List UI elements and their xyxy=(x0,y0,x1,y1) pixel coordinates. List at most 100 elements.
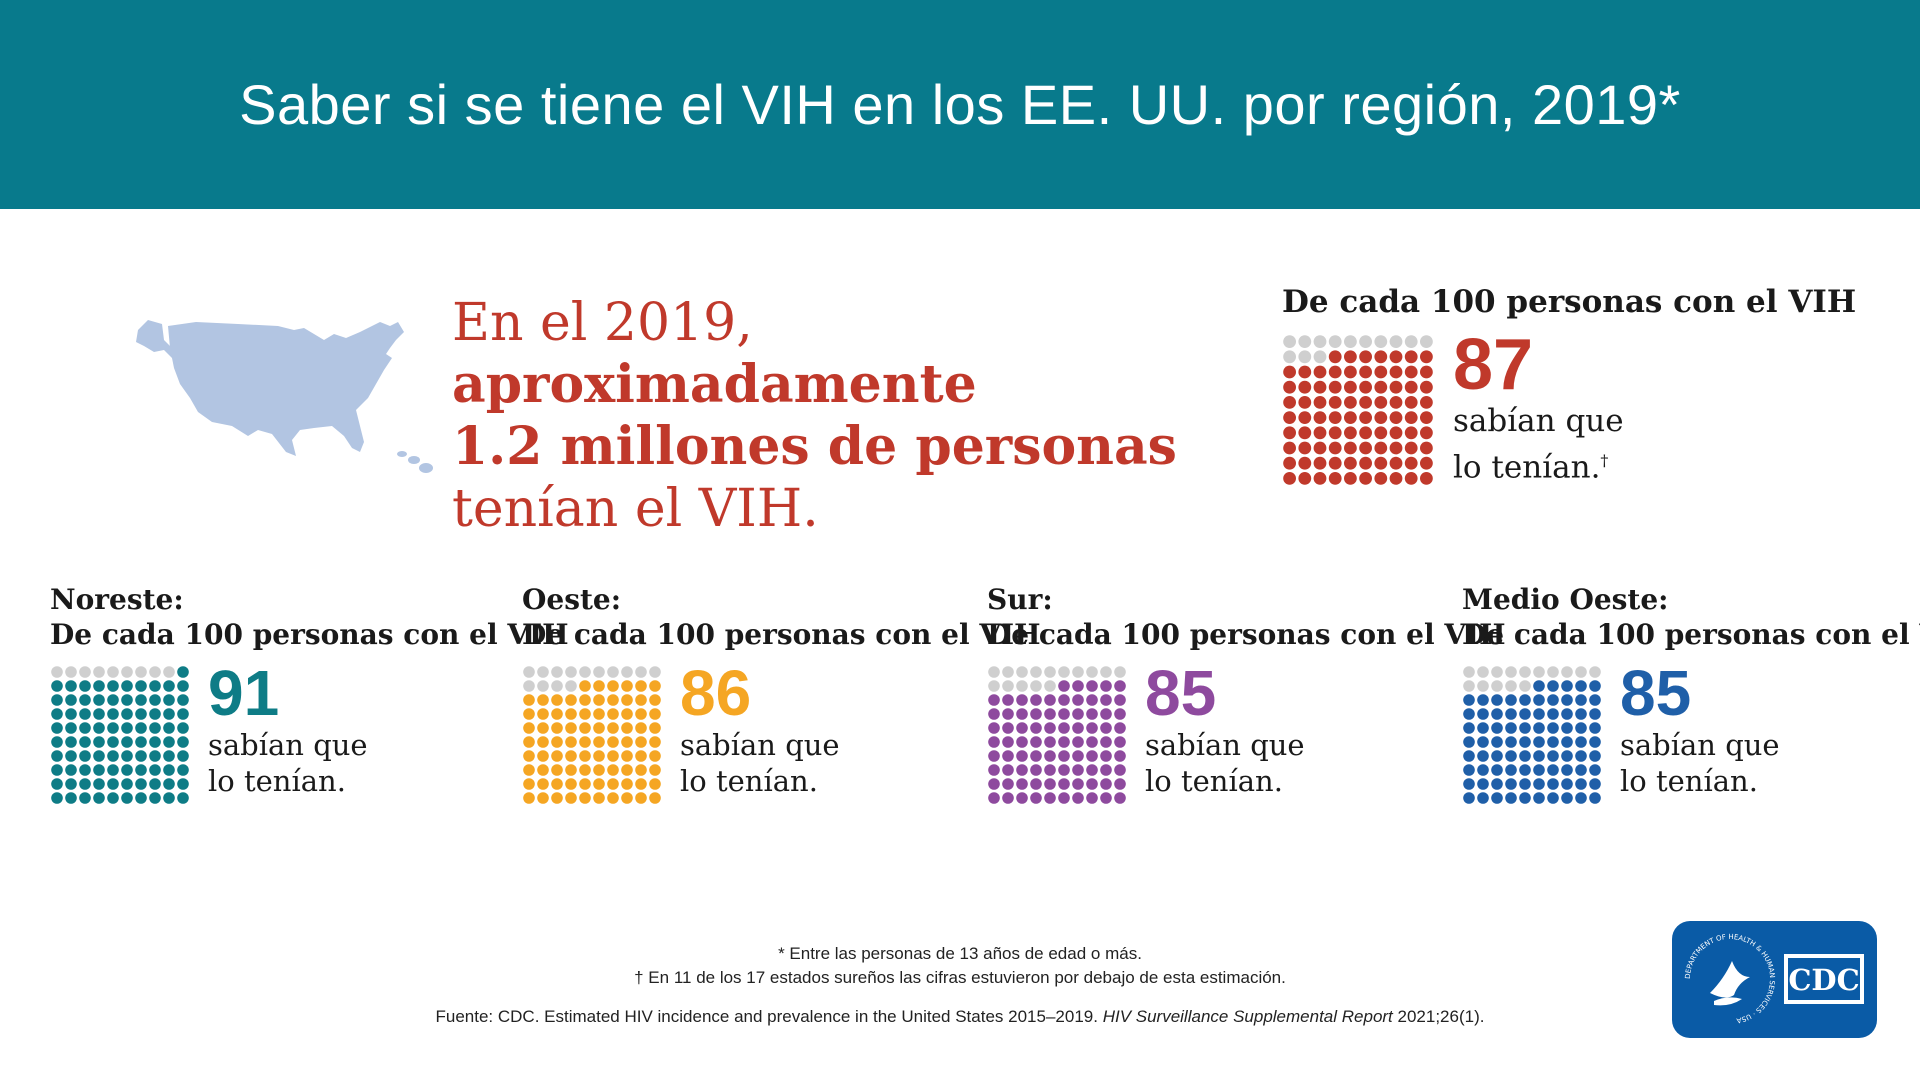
dot-filled xyxy=(51,736,63,748)
dot-filled xyxy=(1359,472,1372,485)
dot-filled xyxy=(79,722,91,734)
source-suffix: 2021;26(1). xyxy=(1392,1007,1485,1026)
dot-filled xyxy=(1030,736,1042,748)
dot-filled xyxy=(621,680,633,692)
dot-filled xyxy=(1463,722,1475,734)
footnotes: * Entre las personas de 13 años de edad … xyxy=(0,942,1920,990)
dot-unfilled xyxy=(1519,680,1531,692)
dot-unfilled xyxy=(1058,666,1070,678)
dot-filled xyxy=(1389,396,1403,409)
dot-filled xyxy=(177,722,189,734)
dot-filled xyxy=(1359,411,1372,424)
dot-filled xyxy=(988,708,1000,720)
dot-unfilled xyxy=(593,666,605,678)
stat-text-line1: sabían que xyxy=(1145,728,1305,762)
dot-unfilled xyxy=(649,666,661,678)
dot-filled xyxy=(523,764,535,776)
dot-filled xyxy=(177,666,189,678)
dot-filled xyxy=(149,722,161,734)
dot-filled xyxy=(1491,750,1503,762)
dot-filled xyxy=(135,736,147,748)
dot-filled xyxy=(1072,778,1084,790)
dot-filled xyxy=(1344,441,1357,455)
dot-filled xyxy=(1114,736,1126,748)
stat-text-line1: sabían que xyxy=(1453,403,1624,439)
dot-filled xyxy=(149,708,161,720)
dot-filled xyxy=(135,750,147,762)
stat-value: 85 xyxy=(1145,657,1217,729)
dot-filled xyxy=(1016,694,1028,706)
dot-filled xyxy=(1344,472,1357,485)
dot-unfilled xyxy=(1491,680,1503,692)
dot-filled xyxy=(107,708,119,720)
dot-filled xyxy=(1072,694,1084,706)
dot-filled xyxy=(621,764,633,776)
dot-filled xyxy=(1533,680,1545,692)
dot-filled xyxy=(1519,722,1531,734)
dot-filled xyxy=(1359,365,1372,379)
dot-filled xyxy=(1016,778,1028,790)
dot-unfilled xyxy=(121,666,133,678)
dot-filled xyxy=(149,778,161,790)
dot-filled xyxy=(51,708,63,720)
dot-filled xyxy=(1086,708,1098,720)
dot-filled xyxy=(537,750,549,762)
dot-filled xyxy=(135,778,147,790)
dot-filled xyxy=(523,708,535,720)
dot-filled xyxy=(1283,411,1296,424)
dot-filled xyxy=(1086,750,1098,762)
dot-unfilled xyxy=(1328,335,1342,348)
stat-caption: De cada 100 personas con el VIH xyxy=(987,618,1506,651)
dot-filled xyxy=(551,750,563,762)
dot-filled xyxy=(649,722,661,734)
dot-filled xyxy=(1404,365,1418,379)
dot-filled xyxy=(177,750,189,762)
dot-filled xyxy=(579,694,591,706)
dot-filled xyxy=(988,736,1000,748)
dot-filled xyxy=(1505,722,1517,734)
dot-unfilled xyxy=(107,666,119,678)
dot-filled xyxy=(565,736,577,748)
dot-filled xyxy=(1389,380,1403,394)
dot-filled xyxy=(1463,694,1475,706)
dot-filled xyxy=(649,680,661,692)
dot-filled xyxy=(1463,778,1475,790)
dot-filled xyxy=(79,736,91,748)
dot-filled xyxy=(107,736,119,748)
dot-filled xyxy=(1030,722,1042,734)
dot-filled xyxy=(1359,456,1372,470)
dot-filled xyxy=(1072,708,1084,720)
dot-unfilled xyxy=(523,680,535,692)
dot-filled xyxy=(1298,411,1312,424)
dot-filled xyxy=(1016,736,1028,748)
dot-filled xyxy=(621,750,633,762)
dot-filled xyxy=(1030,694,1042,706)
dot-filled xyxy=(1389,472,1403,485)
dot-filled xyxy=(135,694,147,706)
footnote-1: * Entre las personas de 13 años de edad … xyxy=(778,944,1142,963)
dot-filled xyxy=(121,708,133,720)
dot-unfilled xyxy=(1491,666,1503,678)
dot-filled xyxy=(1114,722,1126,734)
dot-filled xyxy=(1477,736,1489,748)
dot-filled xyxy=(1313,396,1327,409)
dot-filled xyxy=(988,750,1000,762)
dot-filled xyxy=(107,694,119,706)
dot-unfilled xyxy=(1016,666,1028,678)
dot-filled xyxy=(1100,792,1112,804)
dot-filled xyxy=(1420,380,1433,394)
dot-filled xyxy=(93,694,105,706)
dot-filled xyxy=(988,764,1000,776)
dot-unfilled xyxy=(1519,666,1531,678)
dot-unfilled xyxy=(1589,666,1601,678)
dot-filled xyxy=(1044,764,1056,776)
dot-filled xyxy=(635,680,647,692)
source-prefix: Fuente: CDC. Estimated HIV incidence and… xyxy=(435,1007,1103,1026)
dot-unfilled xyxy=(93,666,105,678)
dot-filled xyxy=(65,736,77,748)
header-banner: Saber si se tiene el VIH en los EE. UU. … xyxy=(0,0,1920,209)
dot-filled xyxy=(621,778,633,790)
dot-filled xyxy=(1374,426,1388,440)
dot-filled xyxy=(121,694,133,706)
dot-filled xyxy=(1491,708,1503,720)
